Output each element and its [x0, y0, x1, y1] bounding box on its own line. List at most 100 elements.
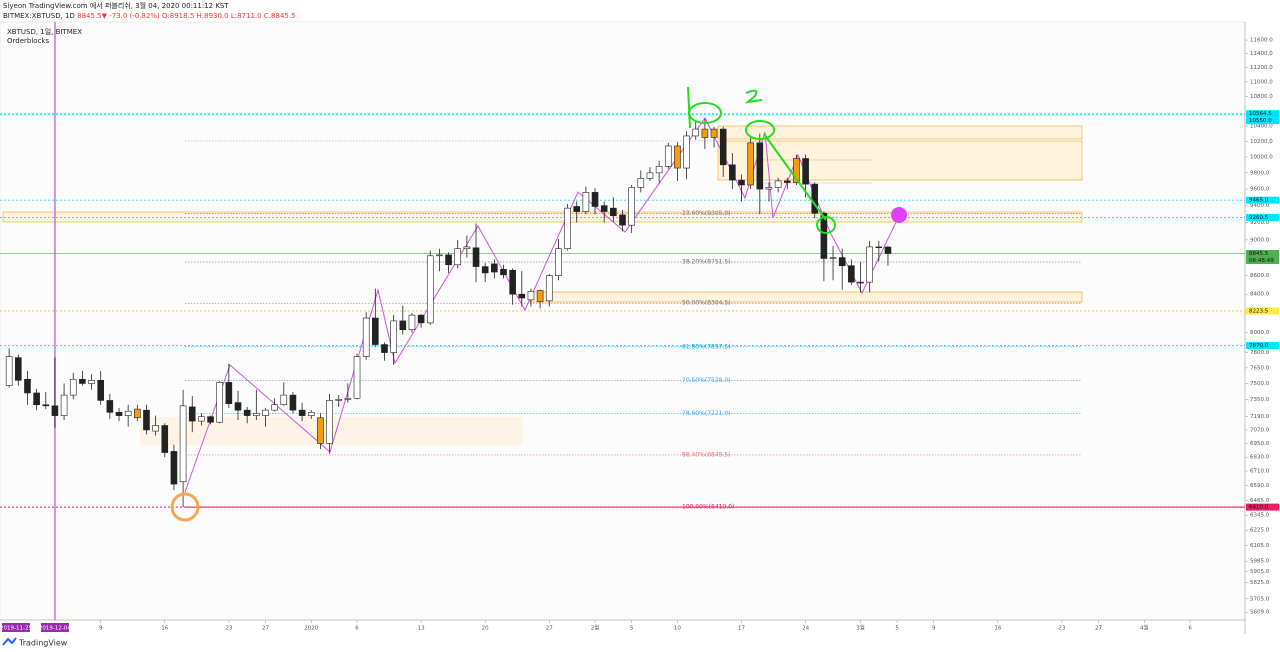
- x-tick-label: 5: [895, 626, 899, 632]
- candle-body: [637, 178, 645, 188]
- price-label: 7870.0: [1249, 343, 1269, 349]
- candle-body: [747, 142, 754, 186]
- x-tick-label: 16: [161, 626, 168, 632]
- candle-body: [820, 212, 828, 259]
- candle-body: [674, 145, 681, 169]
- candle-body: [170, 451, 178, 485]
- y-tick-label: 8400.0: [1250, 292, 1270, 298]
- candle-body: [582, 192, 590, 212]
- fib-label: 78.60%(7221.0): [682, 410, 731, 417]
- candle-body: [307, 412, 315, 416]
- price-change: 8845.5▼ -73.0 (-0.82%): [77, 12, 160, 20]
- low-circle: [170, 492, 200, 522]
- candle-body: [207, 416, 214, 423]
- candle-body: [829, 257, 837, 259]
- candle-body: [97, 380, 104, 401]
- candle-body: [692, 128, 700, 137]
- y-tick-label: 11000.0: [1250, 79, 1273, 85]
- hand-drawn-circle: [688, 102, 722, 124]
- y-tick-label: 7650.0: [1250, 365, 1270, 371]
- y-tick-label: 10000.0: [1250, 154, 1273, 160]
- candle-body: [317, 417, 324, 444]
- y-tick-label: 6830.0: [1250, 455, 1270, 461]
- x-tick-label: 4월: [1140, 624, 1149, 632]
- y-tick-label: 5825.0: [1250, 580, 1270, 586]
- candle-body: [42, 404, 50, 407]
- y-tick-label: 5985.0: [1250, 559, 1270, 565]
- symbol-line: BITMEX:XBTUSD, 1D 8845.5▼ -73.0 (-0.82%)…: [3, 12, 296, 20]
- candle-body: [701, 128, 709, 138]
- y-tick-label: 8600.0: [1250, 273, 1270, 279]
- x-tick-label: 6: [355, 626, 359, 632]
- candle-body: [335, 399, 343, 401]
- price-label-box: [1246, 503, 1279, 511]
- candle-body: [555, 248, 562, 276]
- candle-body: [362, 317, 370, 357]
- candle-body: [454, 248, 462, 266]
- candle-body: [500, 269, 507, 276]
- candle-body: [381, 344, 388, 353]
- candle-body: [124, 410, 132, 416]
- y-tick-label: 8000.0: [1250, 330, 1270, 336]
- candle-body: [527, 291, 535, 301]
- candle-body: [243, 409, 251, 416]
- price-label-box: [1246, 117, 1279, 125]
- price-label-box: [1246, 196, 1279, 204]
- candle-body: [33, 392, 40, 406]
- logo-icon: [2, 637, 17, 646]
- candle-body: [463, 246, 471, 249]
- price-label: 8223.5: [1249, 308, 1269, 314]
- y-tick-label: 11200.0: [1250, 65, 1273, 71]
- candle-body: [179, 405, 187, 483]
- candle-body: [655, 166, 663, 174]
- y-tick-label: 5905.0: [1250, 569, 1270, 575]
- fib-label: 61.80%(7857.5): [682, 343, 731, 350]
- date-marker-box: [2, 623, 30, 632]
- x-tick-label: 20: [482, 626, 489, 632]
- hand-drawn-line: [763, 133, 827, 221]
- y-tick-label: 7500.0: [1250, 381, 1270, 387]
- candle-body: [756, 142, 764, 190]
- y-tick-label: 6345.0: [1250, 513, 1270, 519]
- candle-body: [472, 247, 480, 267]
- candle-body: [417, 314, 425, 324]
- candle-body: [106, 400, 114, 413]
- price-label: 8845.5: [1249, 251, 1269, 257]
- x-tick-label: 2월: [591, 624, 600, 632]
- y-tick-label: 7070.0: [1250, 427, 1270, 433]
- legend-symbol: XBTUSD, 1일, BITMEX: [7, 27, 82, 36]
- candle-body: [729, 164, 736, 181]
- price-label: 6410.0: [1249, 505, 1269, 511]
- legend-indicator: Orderblocks: [7, 37, 49, 45]
- date-marker-label: 2019-12-04: [39, 626, 71, 632]
- candle-body: [774, 180, 782, 188]
- x-tick-label: 23: [1058, 626, 1065, 632]
- symbol: BITMEX:XBTUSD, 1D: [3, 12, 75, 20]
- candle-body: [710, 128, 718, 138]
- footer-brand: TradingView: [18, 639, 68, 648]
- price-label-box: [1246, 250, 1279, 258]
- countdown-box: [1246, 257, 1279, 265]
- y-tick-label: 5609.0: [1250, 610, 1270, 616]
- fib-label: 88.40%(6849.5): [682, 451, 731, 458]
- footer-logo: TradingView: [2, 637, 68, 648]
- orderblock-zone: [717, 125, 1083, 140]
- x-tick-label: 24: [802, 626, 809, 632]
- candle-body: [280, 394, 288, 406]
- y-tick-label: 10400.0: [1250, 124, 1273, 130]
- y-tick-label: 6950.0: [1250, 441, 1270, 447]
- hand-drawn-circle: [745, 120, 775, 140]
- candle-body: [619, 214, 626, 226]
- candle-body: [719, 128, 727, 166]
- candle-body: [600, 205, 608, 212]
- candle-body: [24, 378, 31, 394]
- candle-body: [793, 158, 800, 183]
- candle-body: [15, 357, 22, 381]
- candle-body: [664, 145, 672, 167]
- candle-body: [573, 206, 581, 212]
- candle-body: [298, 409, 306, 416]
- candle-body: [5, 356, 13, 386]
- x-tick-label: 17: [738, 626, 745, 632]
- date-marker-label: 2019-11-25: [0, 626, 32, 632]
